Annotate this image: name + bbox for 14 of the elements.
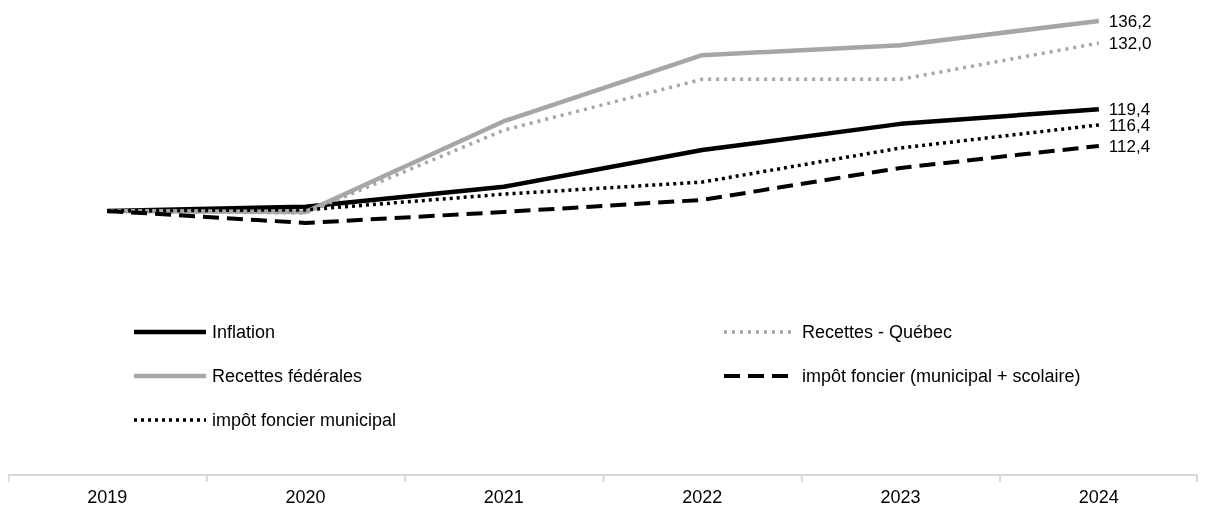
x-tick-label: 2019: [87, 487, 128, 507]
legend-label: Inflation: [212, 321, 276, 343]
x-tick-label: 2022: [682, 487, 723, 507]
x-tick-label: 2021: [483, 487, 524, 507]
legend-label: impôt foncier (municipal + scolaire): [802, 365, 1081, 387]
legend-label: Recettes - Québec: [802, 321, 953, 343]
legend-label: Recettes fédérales: [212, 365, 363, 387]
data-label: 132,0: [1108, 34, 1152, 54]
x-tick-label: 2020: [285, 487, 326, 507]
legend-label: impôt foncier municipal: [212, 409, 397, 431]
x-tick-label: 2024: [1078, 487, 1119, 507]
x-tick-label: 2023: [880, 487, 921, 507]
data-label: 136,2: [1108, 12, 1152, 32]
data-label: 112,4: [1108, 136, 1151, 156]
